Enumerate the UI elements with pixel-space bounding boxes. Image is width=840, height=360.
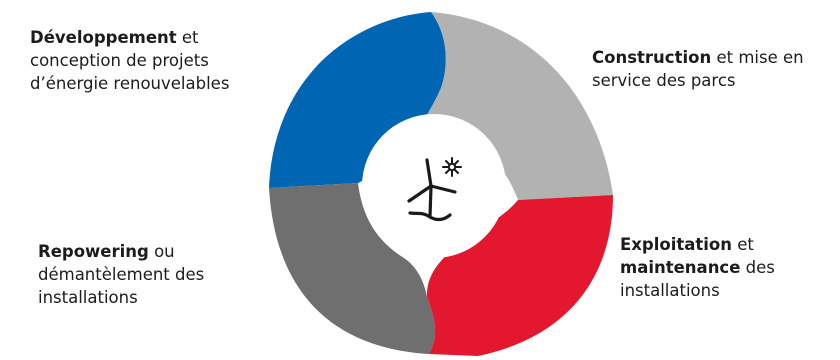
label-line: conception de projets (30, 49, 229, 72)
segment-construction (409, 12, 613, 200)
label-line: Repowering ou (38, 240, 204, 263)
label-line: maintenance des (620, 256, 775, 279)
label-repowering: Repowering ou démantèlement des installa… (38, 240, 204, 309)
label-text: et mise en (711, 48, 804, 67)
label-development: Développement et conception de projets d… (30, 26, 229, 95)
label-text: des (740, 258, 775, 277)
label-bold: maintenance (620, 258, 741, 277)
label-text: ou (148, 242, 175, 261)
label-line: service des parcs (592, 69, 804, 92)
label-line: Construction et mise en (592, 46, 804, 69)
label-line: d’énergie renouvelables (30, 72, 229, 95)
label-text: installations (38, 288, 138, 307)
label-text: et (732, 235, 754, 254)
wind-turbine-sun-icon (407, 157, 462, 222)
label-line: installations (38, 286, 204, 309)
label-bold: Développement (30, 28, 177, 47)
label-line: démantèlement des (38, 263, 204, 286)
label-line: installations (620, 279, 775, 302)
label-text: et (176, 28, 199, 47)
label-bold: Exploitation (620, 235, 733, 254)
label-text: démantèlement des (38, 265, 205, 284)
label-construction: Construction et mise en service des parc… (592, 46, 804, 92)
label-text: service des parcs (592, 71, 736, 90)
label-bold: Construction (592, 48, 712, 67)
label-line: Exploitation et (620, 233, 775, 256)
label-operation: Exploitation et maintenance des installa… (620, 233, 775, 302)
label-text: conception de projets (30, 51, 209, 70)
label-text: installations (620, 281, 720, 300)
label-bold: Repowering (38, 242, 149, 261)
label-text: d’énergie renouvelables (30, 74, 230, 93)
segment-repowering (269, 183, 436, 354)
label-line: Développement et (30, 26, 229, 49)
